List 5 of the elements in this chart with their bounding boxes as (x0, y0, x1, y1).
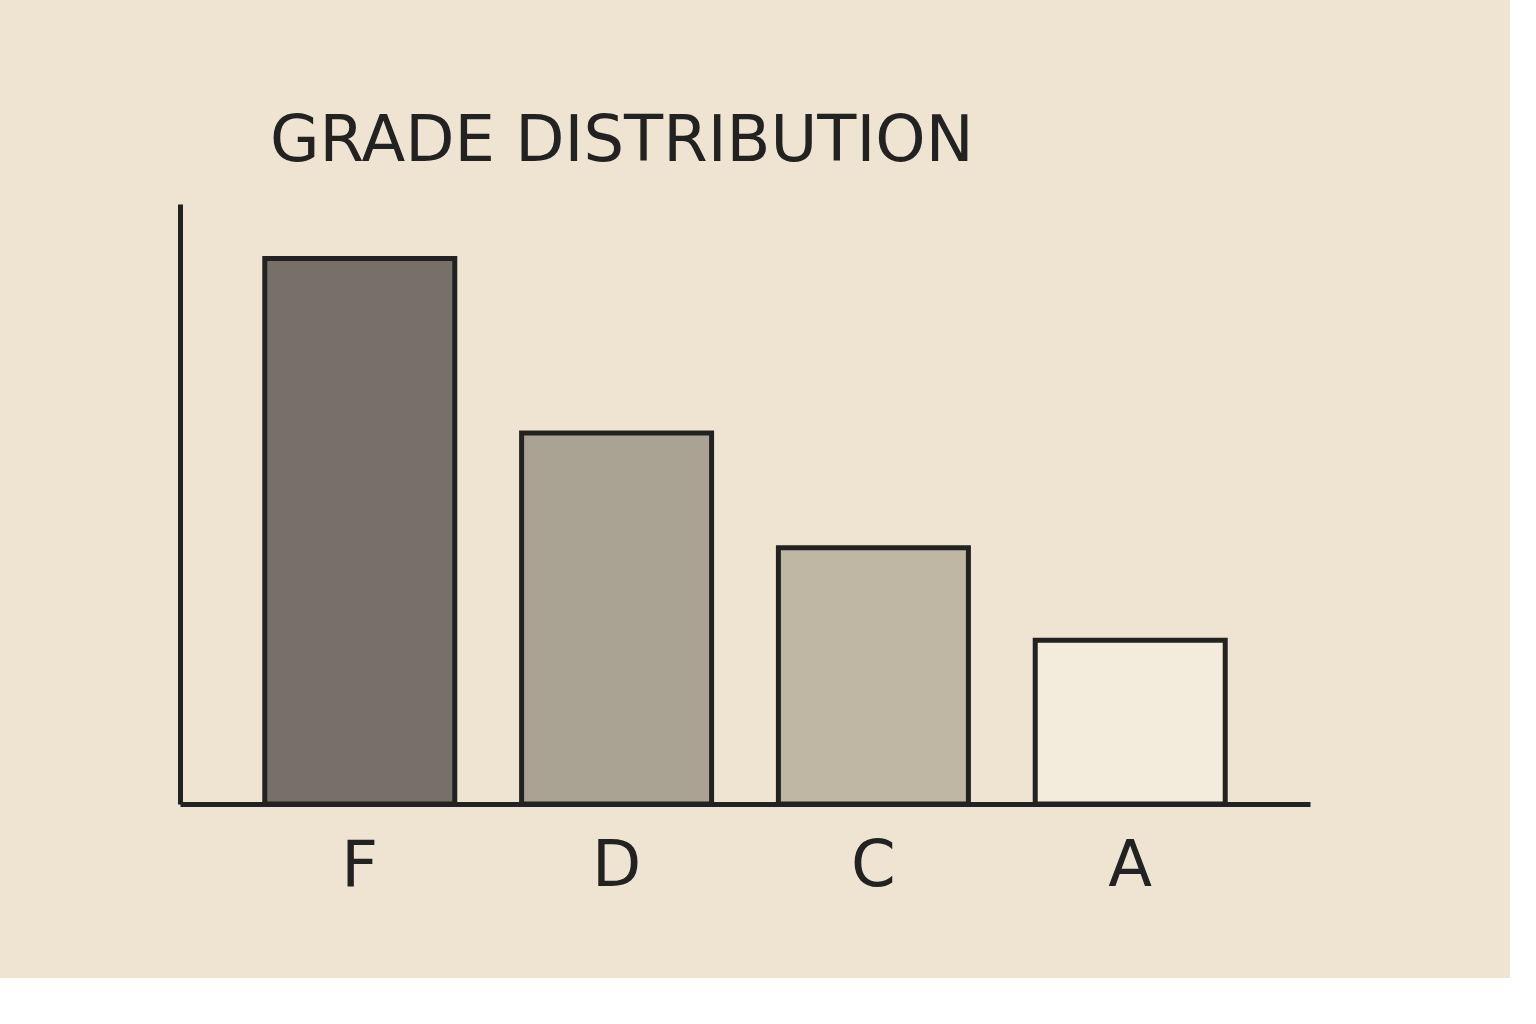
x-tick-label: A (1108, 826, 1153, 901)
x-tick-label: F (341, 826, 379, 901)
chart-title: GRADE DISTRIBUTION (270, 102, 974, 176)
x-tick-label: C (851, 826, 896, 901)
x-tick-label: D (591, 826, 642, 901)
